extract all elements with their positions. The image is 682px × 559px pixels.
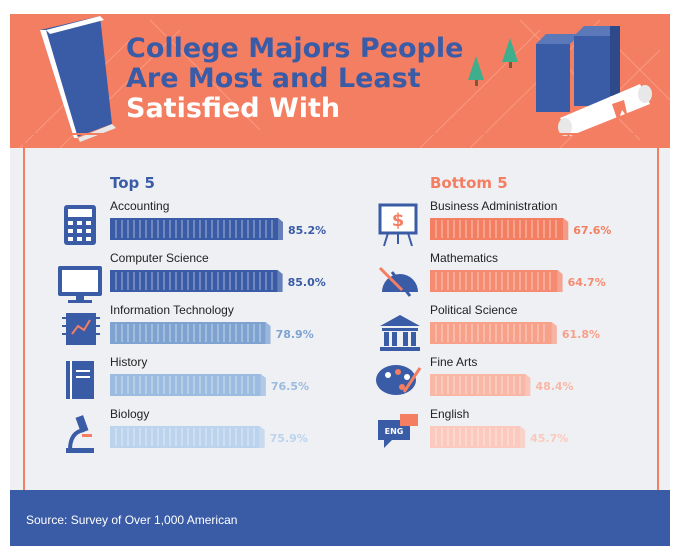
bottom-bar (430, 374, 531, 396)
diploma-illustration (558, 84, 652, 136)
top-bar (110, 426, 265, 448)
bottom-category-label: Mathematics (430, 251, 498, 265)
bottom-bar (430, 426, 526, 448)
top-category-label: Accounting (110, 199, 169, 213)
top-heading: Top 5 (110, 174, 155, 192)
columns-building-icon (380, 315, 420, 351)
top-value-label: 85.2% (288, 224, 326, 237)
page-title: College Majors People Are Most and Least… (126, 34, 486, 124)
top-bar (110, 374, 266, 396)
svg-text:ENG: ENG (385, 427, 404, 436)
tree-icon (468, 38, 518, 86)
book-icon (66, 361, 94, 399)
bottom-category-label: Fine Arts (430, 355, 477, 369)
bottom-value-label: 67.6% (573, 224, 611, 237)
bottom-category-label: Business Administration (430, 199, 557, 213)
top-value-label: 85.0% (288, 276, 326, 289)
footer-band (10, 490, 670, 546)
title-line-2: Are Most and Least (126, 63, 421, 94)
top-value-label: 78.9% (276, 328, 314, 341)
paint-palette-icon (376, 365, 422, 395)
microscope-icon (66, 415, 94, 453)
calculator-icon (64, 205, 96, 245)
source-note: Source: Survey of Over 1,000 American (26, 513, 238, 527)
top-bar (110, 270, 283, 292)
title-line-1: College Majors People (126, 33, 464, 64)
bottom-value-label: 45.7% (530, 432, 568, 445)
top-value-label: 75.9% (270, 432, 308, 445)
presentation-board-icon: $ (378, 203, 418, 247)
top-category-label: History (110, 355, 147, 369)
top-bar (110, 322, 271, 344)
top-category-label: Biology (110, 407, 149, 421)
bottom-value-label: 61.8% (562, 328, 600, 341)
content-panel (10, 148, 670, 490)
bottom-bar (430, 270, 563, 292)
book-illustration (40, 16, 116, 142)
title-line-3: Satisfied With (126, 93, 341, 124)
top-bar (110, 218, 283, 240)
bottom-category-label: Political Science (430, 303, 518, 317)
top-value-label: 76.5% (271, 380, 309, 393)
bottom-bar (430, 322, 557, 344)
top-category-label: Computer Science (110, 251, 209, 265)
monitor-icon (58, 266, 102, 303)
bottom-category-label: English (430, 407, 469, 421)
speech-bubble-icon: ENG (378, 414, 418, 448)
bottom-value-label: 64.7% (568, 276, 606, 289)
bottom-heading: Bottom 5 (430, 174, 508, 192)
bottom-bar (430, 218, 569, 240)
geometry-tools-icon (378, 266, 418, 297)
bottom-value-label: 48.4% (535, 380, 573, 393)
circuit-board-icon (62, 313, 100, 345)
top-category-label: Information Technology (110, 303, 234, 317)
books-illustration (536, 26, 620, 112)
svg-text:$: $ (392, 210, 405, 231)
